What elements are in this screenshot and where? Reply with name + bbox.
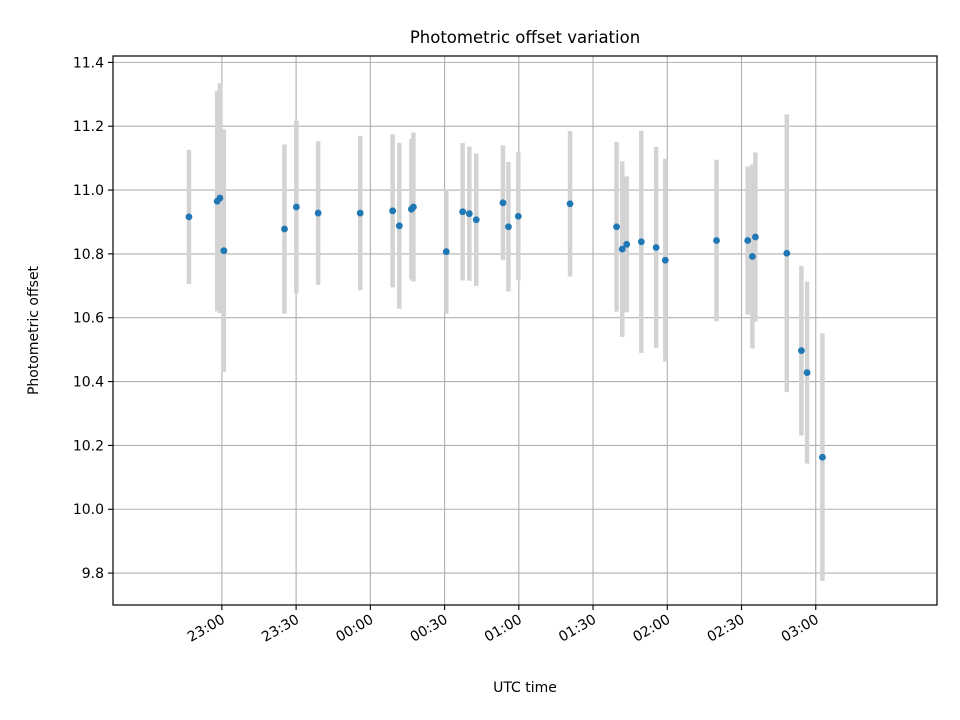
- data-point: [185, 213, 193, 221]
- data-point: [613, 223, 620, 231]
- data-point: [623, 240, 631, 248]
- data-point: [744, 237, 752, 244]
- data-point: [751, 233, 759, 241]
- plot-area-frame: [112, 55, 938, 606]
- grid-lines: [113, 56, 937, 605]
- y-tick-label: 10.4: [73, 375, 104, 391]
- data-point: [749, 253, 756, 260]
- data-point: [514, 212, 522, 220]
- data-point: [395, 222, 403, 230]
- data-point: [618, 245, 626, 253]
- data-point: [661, 256, 669, 264]
- y-tick-label: 11.4: [73, 55, 104, 71]
- data-point: [216, 194, 224, 202]
- y-tick-label: 9.8: [82, 566, 104, 582]
- x-axis-label: UTC time: [493, 680, 557, 696]
- data-point: [803, 369, 811, 377]
- data-point: [566, 200, 574, 208]
- y-tick-label: 10.6: [73, 311, 104, 327]
- data-point: [442, 248, 450, 256]
- data-point: [505, 223, 512, 231]
- data-point: [459, 208, 467, 216]
- data-point: [472, 216, 480, 224]
- data-point: [797, 347, 805, 355]
- data-point: [281, 225, 288, 233]
- data-point: [292, 203, 300, 211]
- data-point: [465, 210, 473, 218]
- data-point: [499, 199, 507, 207]
- data-point: [356, 209, 364, 217]
- data-point: [819, 453, 826, 461]
- data-points: [185, 194, 826, 461]
- data-point: [652, 244, 660, 251]
- data-point: [637, 238, 645, 246]
- y-tick-label: 10.8: [73, 247, 104, 263]
- y-tick-label: 11.0: [73, 183, 104, 199]
- y-tick-label: 11.2: [73, 119, 104, 135]
- data-point: [783, 249, 791, 257]
- chart-title: Photometric offset variation: [410, 28, 640, 47]
- y-axis-label: Photometric offset: [26, 265, 42, 395]
- y-tick-label: 10.0: [73, 502, 104, 518]
- data-point: [713, 237, 720, 244]
- data-point: [220, 247, 228, 255]
- data-point: [389, 207, 397, 215]
- data-point: [314, 209, 322, 217]
- data-point: [410, 203, 417, 211]
- y-tick-label: 10.2: [73, 438, 104, 454]
